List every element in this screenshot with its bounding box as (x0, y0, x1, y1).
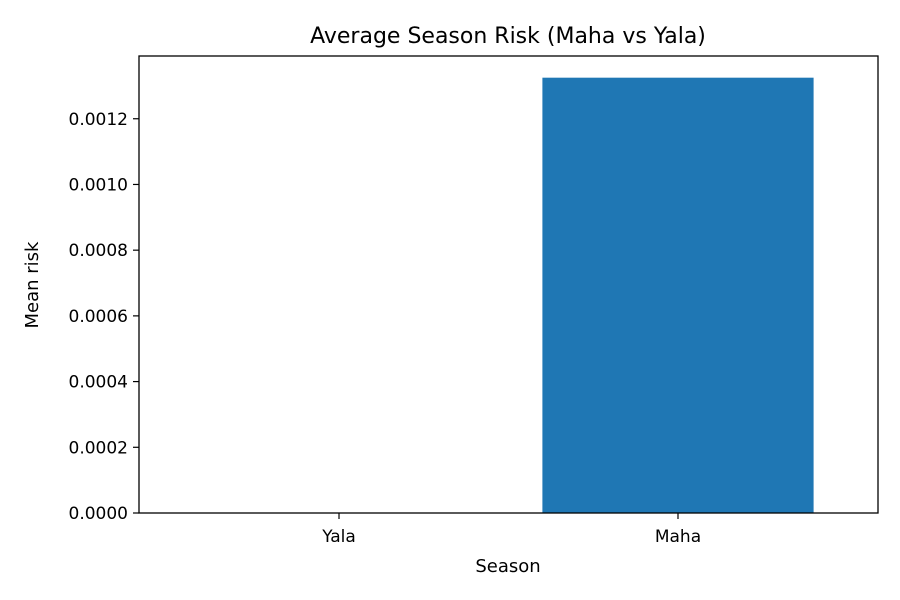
y-tick-label: 0.0002 (69, 438, 128, 458)
y-tick-label: 0.0012 (69, 110, 128, 130)
y-tick-label: 0.0000 (69, 504, 128, 524)
bars-layer (542, 77, 814, 513)
y-ticks-layer: 0.0000 0.0002 0.0004 0.0006 0.0008 0.0010 0.00… (69, 110, 139, 524)
y-tick-label: 0.0010 (69, 175, 128, 195)
plot-frame (138, 55, 879, 514)
y-tick-label: 0.0006 (69, 307, 128, 327)
y-tick-label: 0.0008 (69, 241, 128, 261)
y-tick-label: 0.0004 (69, 373, 128, 393)
x-ticks-layer: Yala Maha (321, 513, 701, 547)
bar-maha (542, 77, 814, 513)
x-tick-label-yala: Yala (321, 527, 356, 547)
x-tick-label-maha: Maha (655, 527, 701, 547)
chart-title: Average Season Risk (Maha vs Yala) (310, 24, 706, 49)
y-axis-label: Mean risk (22, 241, 43, 329)
x-axis-label: Season (475, 556, 540, 577)
